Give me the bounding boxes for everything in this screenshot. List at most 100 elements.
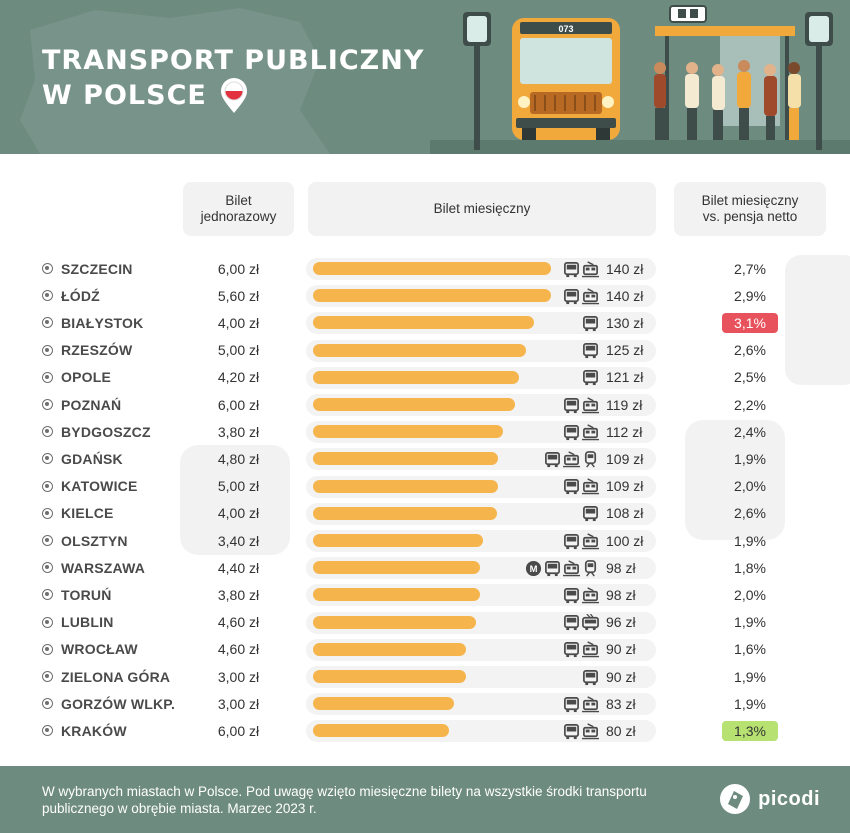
salary-ratio: 2,6%: [734, 342, 766, 359]
transport-modes: [563, 532, 599, 550]
title-line-1: TRANSPORT PUBLICZNY: [42, 45, 425, 76]
waiting-passengers: [654, 60, 801, 140]
city-row: KIELCE 4,00 zł 108 zł 2,6%: [0, 500, 850, 527]
monthly-ticket-bar: [313, 370, 519, 384]
monthly-ticket-bar: [313, 588, 480, 602]
location-marker-icon: [42, 317, 53, 329]
monthly-ticket-price: 90 zł: [606, 668, 636, 685]
monthly-ticket-price: 83 zł: [606, 695, 636, 712]
bus-icon: [545, 560, 560, 576]
monthly-ticket-bar: [313, 316, 534, 330]
city-row: KATOWICE 5,00 zł 109 zł 2,0%: [0, 473, 850, 500]
monthly-ticket-price: 140 zł: [606, 260, 644, 277]
monthly-ticket-price: 98 zł: [606, 559, 636, 576]
location-marker-icon: [42, 535, 53, 546]
bus-icon: [583, 506, 598, 522]
footer-note: W wybranych miastach w Polsce. Pod uwagę…: [42, 784, 647, 816]
bus-icon: [564, 723, 579, 739]
monthly-ticket-price: 121 zł: [606, 369, 644, 386]
salary-ratio: 1,9%: [734, 450, 766, 467]
city-name: OPOLE: [61, 369, 112, 386]
monthly-ticket-price: 109 zł: [606, 450, 644, 467]
bus-icon: [564, 642, 579, 658]
tram-icon: [582, 287, 599, 304]
single-ticket-price: 4,00 zł: [217, 505, 260, 522]
bus-icon: [583, 370, 598, 386]
salary-ratio: 2,2%: [734, 396, 766, 413]
city-name: BIAŁYSTOK: [61, 314, 144, 331]
bus-icon: [545, 451, 560, 467]
city-name: WARSZAWA: [61, 559, 146, 576]
single-ticket-price: 4,80 zł: [217, 450, 260, 467]
city-name: ŁÓDŹ: [61, 287, 100, 304]
bus-illustration: 073: [512, 18, 620, 140]
train-icon: [584, 559, 597, 577]
picodi-logo: picodi: [718, 782, 820, 816]
single-ticket-price: 3,80 zł: [217, 586, 260, 603]
salary-ratio: 1,9%: [734, 532, 766, 549]
monthly-ticket-bar: [313, 534, 483, 547]
location-marker-icon: [42, 290, 53, 302]
city-row: SZCZECIN 6,00 zł 140 zł 2,7%: [0, 255, 850, 282]
city-name: KRAKÓW: [61, 722, 127, 739]
monthly-ticket-bar: [313, 561, 480, 575]
salary-ratio: 1,9%: [734, 614, 766, 631]
single-ticket-price: 3,00 zł: [217, 668, 260, 685]
salary-ratio: 1,9%: [734, 695, 766, 712]
location-marker-icon: [42, 616, 53, 628]
trolleybus-icon: [582, 614, 599, 631]
city-name: WROCŁAW: [61, 641, 138, 658]
column-header-monthly-ticket: Bilet miesięczny: [308, 182, 656, 236]
city-name: OLSZTYN: [61, 532, 128, 549]
location-marker-icon: [42, 698, 53, 710]
transport-modes: M: [525, 559, 599, 577]
single-ticket-price: 5,00 zł: [217, 478, 260, 495]
column-header-ratio: Bilet miesięczny vs. pensja netto: [674, 182, 826, 236]
monthly-ticket-price: 80 zł: [606, 722, 636, 739]
city-name: BYDGOSZCZ: [61, 423, 151, 440]
salary-ratio: 1,8%: [734, 559, 766, 576]
location-marker-icon: [42, 725, 53, 737]
monthly-ticket-bar: [313, 398, 516, 411]
tram-icon: [582, 423, 599, 440]
monthly-ticket-bar: [313, 642, 466, 656]
salary-ratio: 3,1%: [722, 312, 778, 333]
city-name: KATOWICE: [61, 478, 138, 495]
city-row: RZESZÓW 5,00 zł 125 zł 2,6%: [0, 337, 850, 364]
single-ticket-price: 4,40 zł: [217, 559, 260, 576]
location-marker-icon: [42, 562, 53, 574]
tram-icon: [563, 451, 580, 468]
single-ticket-price: 6,00 zł: [217, 396, 260, 413]
location-marker-icon: [42, 399, 53, 410]
city-name: LUBLIN: [61, 614, 114, 631]
transport-modes: [563, 722, 599, 740]
tram-icon: [563, 559, 580, 576]
single-ticket-price: 6,00 zł: [217, 260, 260, 277]
monthly-ticket-price: 108 zł: [606, 505, 644, 522]
tram-icon: [582, 396, 599, 413]
metro-icon: M: [525, 560, 542, 576]
location-marker-icon: [42, 507, 53, 519]
single-ticket-price: 3,80 zł: [217, 423, 260, 440]
location-marker-icon: [42, 480, 53, 492]
city-name: TORUŃ: [61, 586, 112, 603]
city-name: RZESZÓW: [61, 342, 133, 359]
monthly-ticket-price: 130 zł: [606, 314, 644, 331]
location-marker-icon: [42, 643, 53, 655]
background-bus-icon-right: [785, 255, 850, 385]
city-row: KRAKÓW 6,00 zł 80 zł 1,3%: [0, 717, 850, 744]
tram-icon: [582, 478, 599, 495]
background-tram-icon: [685, 420, 785, 540]
city-row: WARSZAWA 4,40 zł M 98 zł 1,8%: [0, 554, 850, 581]
tram-icon: [582, 532, 599, 549]
salary-ratio: 1,9%: [734, 668, 766, 685]
location-marker-icon: [42, 426, 53, 438]
city-row: OPOLE 4,20 zł 121 zł 2,5%: [0, 364, 850, 391]
bus-icon: [564, 587, 579, 603]
header-banner: TRANSPORT PUBLICZNY W POLSCE: [0, 0, 850, 154]
column-header-monthly-label: Bilet miesięczny: [433, 201, 531, 216]
transport-modes: [563, 695, 599, 713]
city-row: GDAŃSK 4,80 zł 109 zł 1,9%: [0, 445, 850, 472]
bus-icon: [583, 669, 598, 685]
city-name: KIELCE: [61, 505, 114, 522]
